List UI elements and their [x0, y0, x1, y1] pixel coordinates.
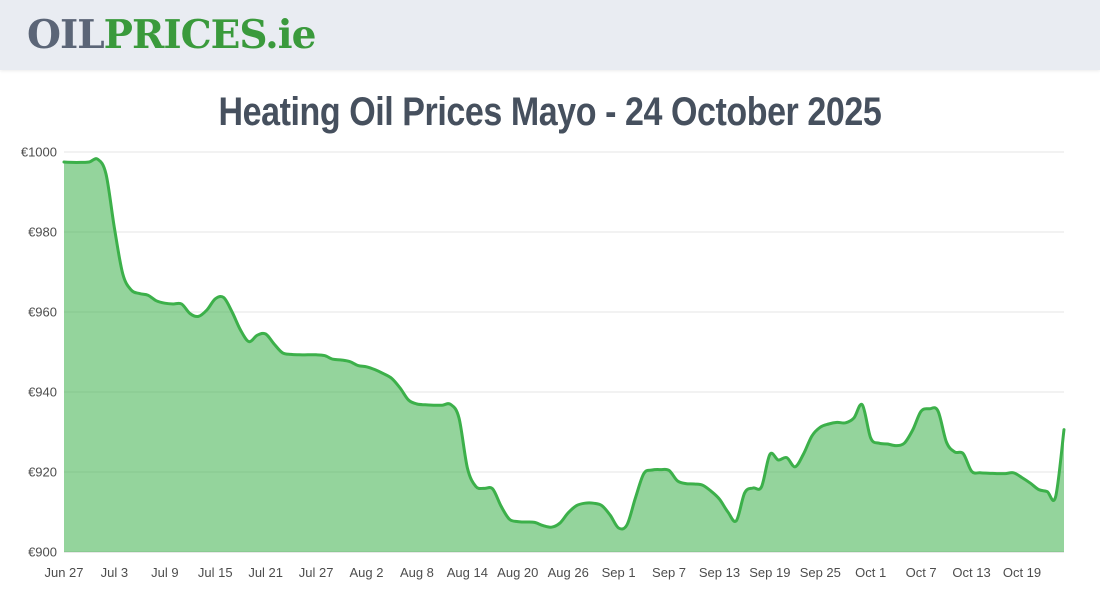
- site-banner: OILPRICES.ie: [0, 0, 1100, 70]
- heating-oil-price-area-chart[interactable]: €900 €920 €940 €960 €980 €1000 Jun 27 Jul 3 Jul …: [0, 137, 1100, 597]
- y-axis-label: €980: [28, 225, 57, 240]
- logo-oil: OIL: [27, 12, 105, 58]
- y-axis-label: €920: [28, 465, 57, 480]
- x-axis-label: Oct 13: [952, 565, 990, 580]
- x-axis-label: Oct 19: [1003, 565, 1041, 580]
- logo-prices: PRICES: [103, 12, 267, 58]
- price-chart: €900 €920 €940 €960 €980 €1000 Jun 27 Jul 3 Jul …: [0, 137, 1100, 602]
- x-axis-label: Jul 9: [151, 565, 178, 580]
- x-axis-label: Sep 25: [800, 565, 841, 580]
- x-axis-label: Oct 1: [855, 565, 886, 580]
- x-axis-label: Aug 8: [400, 565, 434, 580]
- content: Heating Oil Prices Mayo - 24 October 202…: [0, 90, 1100, 602]
- x-axis-label: Sep 13: [699, 565, 740, 580]
- y-axis-label: €960: [28, 305, 57, 320]
- x-axis-label: Oct 7: [906, 565, 937, 580]
- page-title: Heating Oil Prices Mayo - 24 October 202…: [218, 90, 882, 134]
- x-axis-label: Aug 2: [350, 565, 384, 580]
- x-axis-label: Jul 21: [248, 565, 283, 580]
- x-axis-label: Jul 3: [101, 565, 128, 580]
- y-axis-label: €900: [28, 545, 57, 560]
- y-axis-label: €1000: [21, 145, 57, 160]
- x-axis-label: Aug 14: [447, 565, 488, 580]
- x-axis-label: Jul 27: [299, 565, 334, 580]
- x-axis-label: Sep 7: [652, 565, 686, 580]
- x-axis-label: Jul 15: [198, 565, 233, 580]
- x-axis-label: Sep 19: [749, 565, 790, 580]
- site-logo[interactable]: OILPRICES.ie: [27, 0, 316, 70]
- x-axis-label: Aug 20: [497, 565, 538, 580]
- y-axis-label: €940: [28, 385, 57, 400]
- x-axis-label: Sep 1: [602, 565, 636, 580]
- x-axis-label: Aug 26: [548, 565, 589, 580]
- x-axis-label: Jun 27: [44, 565, 83, 580]
- price-area-fill: [64, 158, 1064, 553]
- price-series-line: [62, 157, 1066, 531]
- logo-tld: .ie: [265, 12, 316, 58]
